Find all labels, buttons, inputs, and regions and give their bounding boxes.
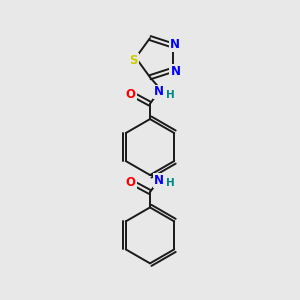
Text: N: N [154, 174, 164, 187]
Text: O: O [126, 88, 136, 100]
Text: H: H [166, 178, 175, 188]
Text: N: N [170, 65, 180, 78]
Text: S: S [129, 54, 138, 67]
Text: H: H [166, 90, 175, 100]
Text: O: O [126, 176, 136, 189]
Text: N: N [169, 38, 179, 51]
Text: N: N [154, 85, 164, 98]
